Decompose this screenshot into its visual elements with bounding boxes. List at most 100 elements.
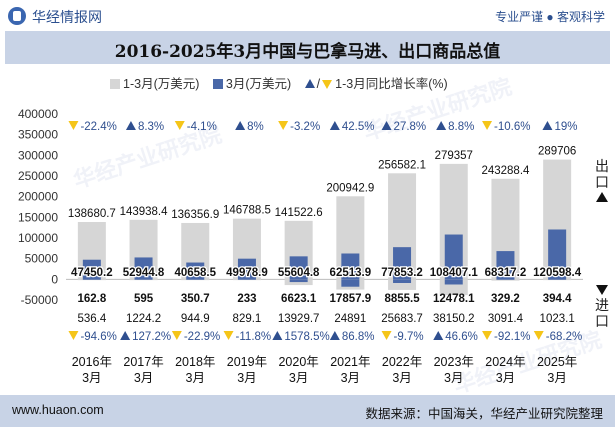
- label-export-march: 77853.2: [381, 267, 423, 279]
- y-tick-label: 400000: [18, 107, 58, 121]
- growth-up-triangle-icon: [235, 121, 246, 130]
- legend-label-total: 1-3月(万美元): [123, 77, 200, 91]
- growth-up-triangle-icon: [433, 331, 444, 340]
- growth-down-triangle-icon: [381, 331, 392, 340]
- label-export-total: 146788.5: [223, 205, 271, 217]
- label-export-total: 138680.7: [68, 208, 116, 220]
- bar-import-march: [444, 279, 463, 285]
- bar-export-march: [548, 229, 567, 280]
- label-export-total: 200942.9: [326, 182, 374, 194]
- growth-export-label: 8.3%: [138, 121, 164, 133]
- label-export-march: 55604.8: [278, 267, 320, 279]
- label-import-march: 350.7: [181, 293, 210, 305]
- label-export-march: 62513.9: [330, 267, 372, 279]
- label-export-march: 68317.2: [485, 267, 527, 279]
- bar-export-march: [444, 234, 463, 280]
- logo-icon: [8, 7, 26, 25]
- label-export-total: 289706: [538, 146, 576, 158]
- bar-export-march: [237, 258, 256, 280]
- bar-import-total: [284, 279, 313, 286]
- growth-export-label: -10.6%: [494, 121, 530, 133]
- label-import-march: 595: [134, 293, 154, 305]
- label-import-total: 944.9: [181, 313, 210, 325]
- legend-item-march: 3月(万美元): [212, 73, 292, 92]
- growth-down-triangle-icon: [68, 121, 79, 130]
- x-tick-label-year: 2021年: [330, 355, 370, 369]
- growth-down-triangle-icon: [278, 121, 289, 130]
- slogan: 专业严谨 ● 客观科学: [495, 10, 605, 24]
- x-tick-label-month: 3月: [547, 371, 566, 385]
- label-export-march: 120598.4: [533, 267, 582, 279]
- label-import-total: 13929.7: [278, 313, 320, 325]
- x-tick-label-year: 2020年: [278, 355, 318, 369]
- label-import-total: 3091.4: [488, 313, 524, 325]
- growth-down-triangle-icon: [482, 121, 493, 130]
- growth-export-label: 27.8%: [394, 121, 427, 133]
- down-triangle-icon: [322, 80, 333, 89]
- growth-export-label: -22.4%: [80, 121, 116, 133]
- growth-down-triangle-icon: [68, 331, 79, 340]
- legend-swatch-march: [212, 79, 223, 89]
- bar-import-march: [82, 279, 101, 280]
- chart-title: 2016-2025年3月中国与巴拿马进、出口商品总值: [114, 42, 501, 62]
- down-arrow-icon: [596, 285, 608, 295]
- growth-import-label: -22.9%: [184, 331, 220, 343]
- label-export-total: 243288.4: [481, 165, 530, 177]
- growth-import-label: -92.1%: [494, 331, 530, 343]
- bar-import-march: [186, 279, 205, 280]
- label-import-march: 8855.5: [384, 293, 420, 305]
- x-tick-label-month: 3月: [444, 371, 463, 385]
- import-side-label: 进口: [594, 285, 610, 329]
- growth-import-label: 1578.5%: [284, 331, 329, 343]
- label-import-march: 329.2: [491, 293, 520, 305]
- bar-import-march: [496, 279, 515, 280]
- legend-label-march: 3月(万美元): [225, 77, 292, 91]
- x-tick-label-month: 3月: [237, 371, 256, 385]
- y-tick-label: 350000: [18, 128, 58, 142]
- label-export-total: 256582.1: [378, 159, 426, 171]
- label-import-march: 394.4: [543, 293, 572, 305]
- growth-import-label: 86.8%: [342, 331, 375, 343]
- growth-up-triangle-icon: [436, 121, 447, 130]
- x-tick-label-year: 2023年: [434, 355, 474, 369]
- y-tick-label: 0: [51, 272, 58, 286]
- x-tick-label-month: 3月: [134, 371, 153, 385]
- export-side-label: 出口: [594, 158, 610, 202]
- bar-import-march: [341, 279, 360, 287]
- bar-export-march: [289, 256, 308, 280]
- x-tick-label-year: 2022年: [382, 355, 422, 369]
- bar-export-march: [186, 262, 205, 280]
- growth-up-triangle-icon: [381, 121, 392, 130]
- growth-up-triangle-icon: [125, 121, 136, 130]
- y-tick-label: 150000: [18, 210, 58, 224]
- legend-item-growth: /1-3月同比增长率(%): [304, 73, 448, 92]
- label-import-total: 24891: [334, 313, 366, 325]
- y-tick-label: 300000: [18, 148, 58, 162]
- x-tick-label-month: 3月: [341, 371, 360, 385]
- x-tick-label-year: 2016年: [72, 355, 112, 369]
- label-import-march: 162.8: [77, 293, 106, 305]
- x-tick-label-month: 3月: [392, 371, 411, 385]
- growth-down-triangle-icon: [482, 331, 493, 340]
- brand-name: 华经情报网: [32, 9, 102, 25]
- growth-down-triangle-icon: [171, 331, 182, 340]
- legend: 1-3月(万美元) 3月(万美元) /1-3月同比增长率(%): [110, 73, 458, 92]
- x-tick-label-month: 3月: [186, 371, 205, 385]
- x-tick-label-month: 3月: [82, 371, 101, 385]
- growth-import-label: 127.2%: [132, 331, 171, 343]
- label-export-march: 52944.8: [123, 267, 165, 279]
- bar-export-march: [496, 251, 515, 280]
- growth-export-label: 8%: [247, 121, 264, 133]
- footer-source: 数据来源：中国海关，华经产业研究院整理: [365, 407, 603, 421]
- growth-down-triangle-icon: [174, 121, 185, 130]
- legend-label-growth: 1-3月同比增长率(%): [335, 77, 448, 91]
- growth-down-triangle-icon: [223, 331, 234, 340]
- label-import-total: 25683.7: [381, 313, 423, 325]
- title-bar: 2016-2025年3月中国与巴拿马进、出口商品总值: [5, 31, 610, 64]
- label-export-march: 49978.9: [226, 267, 268, 279]
- label-import-total: 38150.2: [433, 313, 475, 325]
- growth-import-label: -9.7%: [394, 331, 424, 343]
- export-label: 出口: [595, 158, 609, 190]
- x-tick-label-year: 2025年: [537, 355, 577, 369]
